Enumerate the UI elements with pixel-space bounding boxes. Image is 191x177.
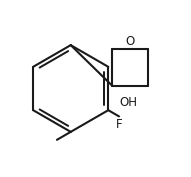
Text: O: O [125, 35, 135, 48]
Text: F: F [116, 118, 122, 131]
Text: OH: OH [119, 96, 137, 109]
